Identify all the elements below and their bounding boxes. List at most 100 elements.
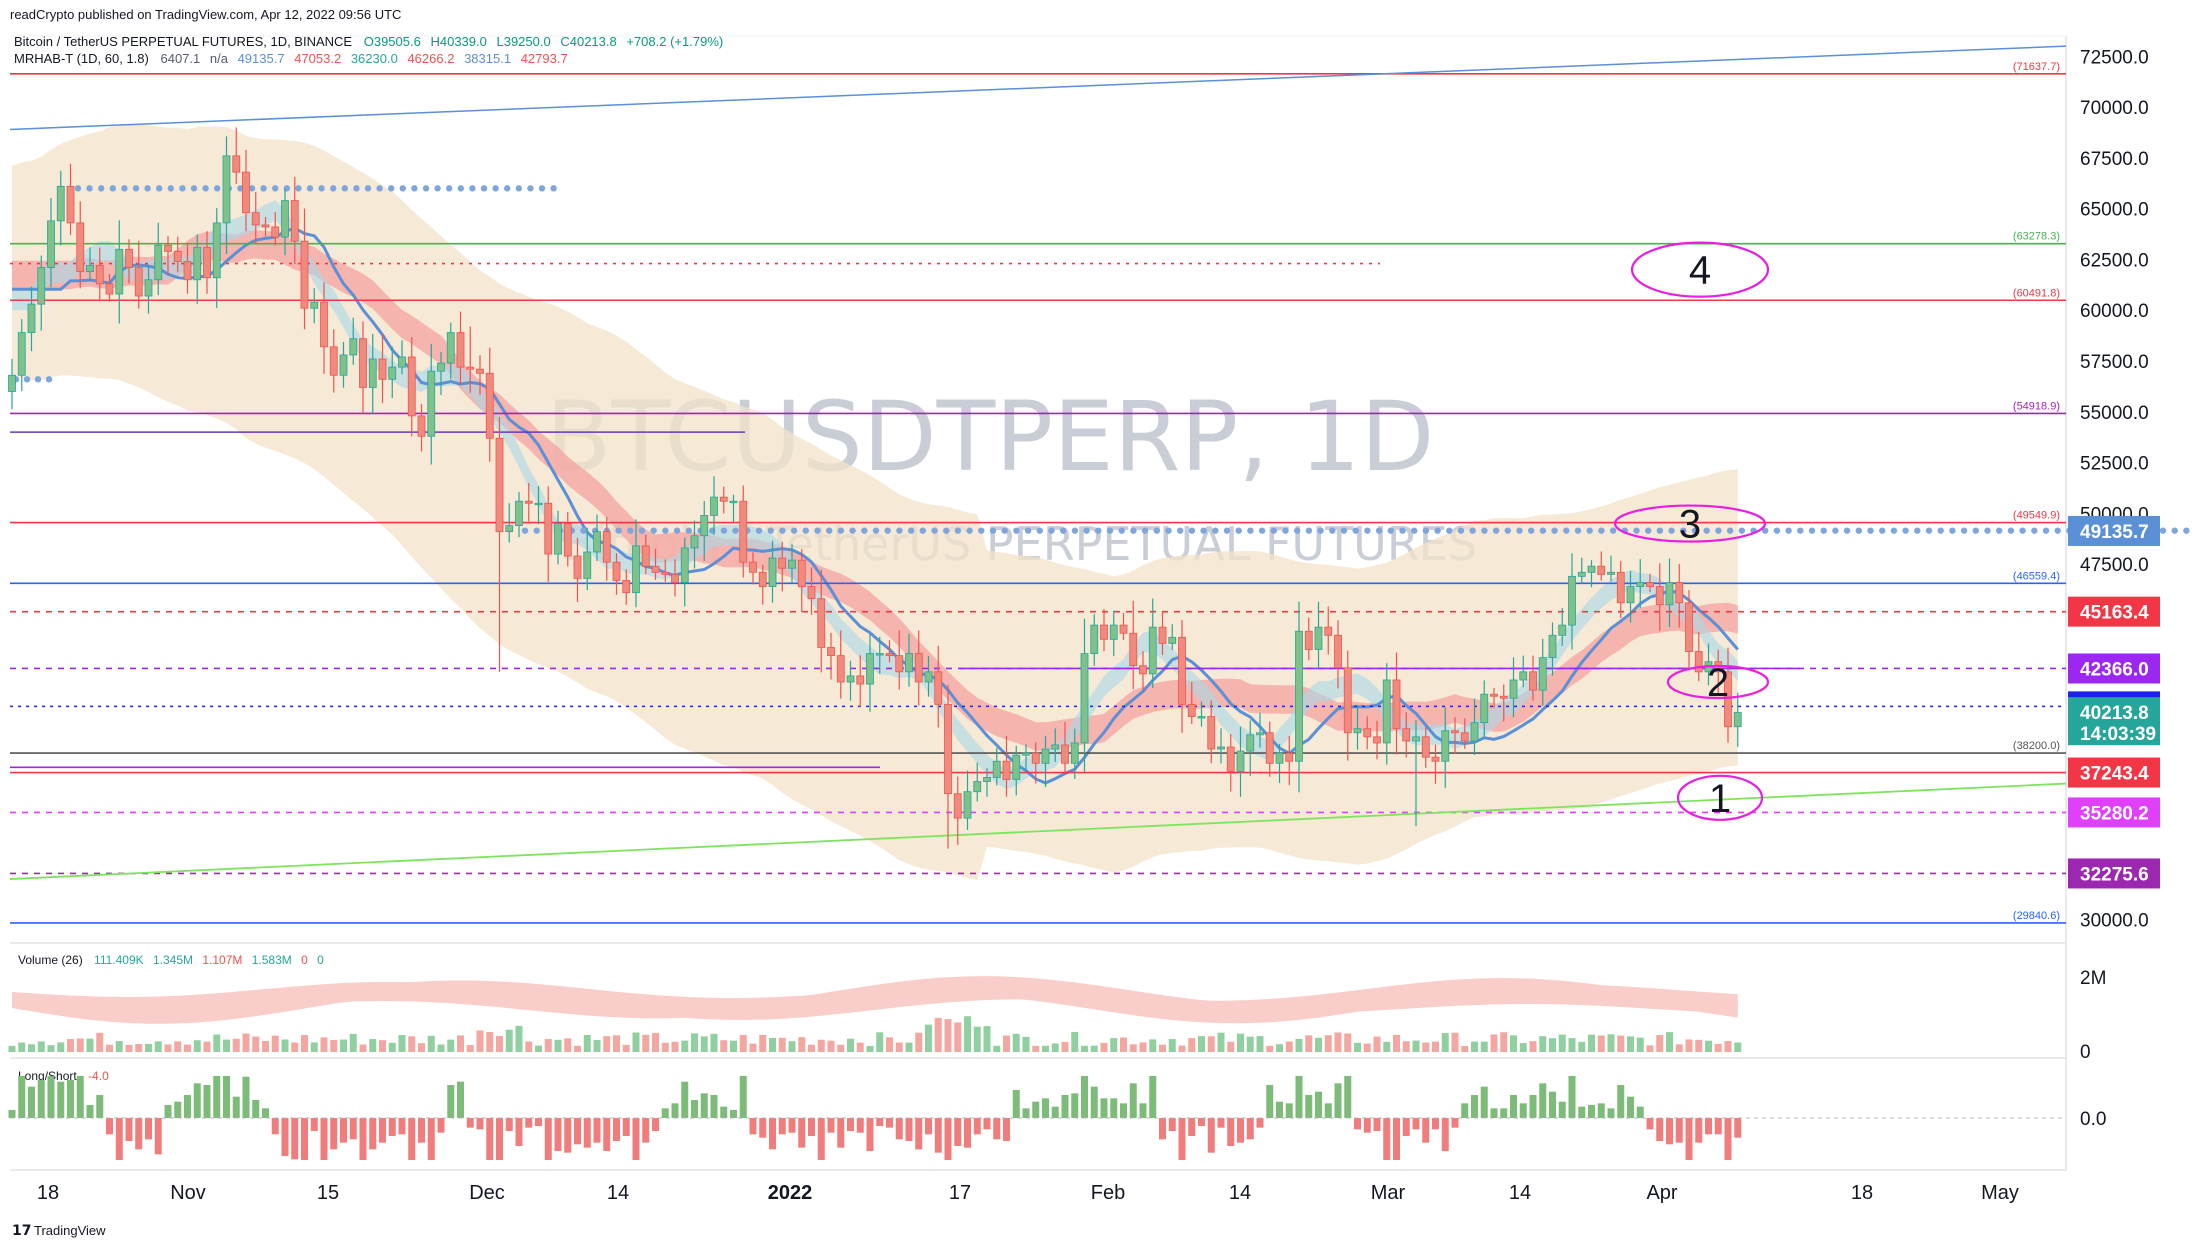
candle[interactable] — [1304, 630, 1313, 650]
candle[interactable] — [193, 246, 202, 281]
candle[interactable] — [183, 261, 192, 281]
candle[interactable] — [788, 559, 796, 569]
symbol-name[interactable]: Bitcoin / TetherUS PERPETUAL FUTURES, 1D… — [14, 34, 352, 49]
tradingview-logo[interactable]: 17 TradingView — [12, 1223, 106, 1239]
candle[interactable] — [1139, 665, 1147, 675]
candle[interactable] — [1694, 651, 1703, 673]
candle[interactable] — [203, 246, 211, 279]
candle[interactable] — [1070, 742, 1079, 764]
candle[interactable] — [359, 338, 367, 388]
candle[interactable] — [1012, 754, 1021, 780]
candle[interactable] — [8, 374, 16, 392]
candle[interactable] — [651, 565, 660, 573]
candle[interactable] — [1041, 748, 1050, 764]
candle[interactable] — [817, 598, 826, 648]
candle[interactable] — [1129, 632, 1138, 667]
candle[interactable] — [1265, 732, 1274, 764]
candle[interactable] — [437, 362, 445, 372]
candle[interactable] — [983, 777, 991, 782]
candle[interactable] — [895, 655, 904, 673]
candle[interactable] — [1031, 752, 1040, 764]
candle[interactable] — [1109, 624, 1118, 640]
candle[interactable] — [300, 240, 309, 309]
candle[interactable] — [1548, 634, 1557, 659]
candle[interactable] — [690, 535, 699, 549]
candle[interactable] — [222, 155, 231, 224]
candle[interactable] — [1363, 728, 1372, 738]
candle[interactable] — [661, 571, 670, 575]
candle[interactable] — [1470, 722, 1479, 742]
candle[interactable] — [1636, 582, 1645, 587]
candle[interactable] — [1158, 626, 1167, 644]
candle[interactable] — [1373, 736, 1381, 744]
candle[interactable] — [593, 531, 601, 553]
candle[interactable] — [281, 200, 289, 238]
candle[interactable] — [1607, 571, 1615, 575]
candle[interactable] — [924, 671, 933, 683]
candle[interactable] — [1246, 734, 1255, 752]
candle[interactable] — [1733, 712, 1742, 728]
candle[interactable] — [1002, 760, 1011, 780]
candle[interactable] — [768, 557, 777, 587]
candle[interactable] — [495, 437, 504, 533]
candle[interactable] — [105, 283, 114, 295]
candle[interactable] — [271, 226, 280, 238]
candle[interactable] — [1597, 565, 1606, 575]
candlestick-series[interactable] — [8, 127, 1742, 849]
candle[interactable] — [534, 502, 543, 506]
candle[interactable] — [212, 222, 221, 279]
candle[interactable] — [1460, 732, 1469, 742]
candle[interactable] — [1168, 636, 1177, 644]
candle[interactable] — [1626, 586, 1635, 604]
candle[interactable] — [1236, 750, 1245, 772]
candle[interactable] — [1353, 728, 1362, 734]
candle[interactable] — [1558, 624, 1567, 636]
candle[interactable] — [1080, 653, 1089, 744]
candle[interactable] — [349, 338, 358, 356]
candle[interactable] — [515, 500, 523, 526]
candle[interactable] — [719, 496, 728, 502]
candle[interactable] — [1646, 582, 1654, 587]
volume-title[interactable]: Volume (26) — [18, 953, 83, 967]
candle[interactable] — [466, 366, 475, 370]
candle[interactable] — [612, 561, 621, 581]
candle[interactable] — [632, 545, 640, 594]
candle[interactable] — [729, 500, 738, 504]
candle[interactable] — [37, 267, 46, 305]
candle[interactable] — [739, 500, 748, 563]
candle[interactable] — [1061, 744, 1069, 764]
candle[interactable] — [251, 212, 260, 226]
candle[interactable] — [1343, 667, 1352, 734]
candle[interactable] — [485, 372, 494, 439]
candle[interactable] — [1421, 736, 1430, 758]
candle[interactable] — [1665, 582, 1674, 606]
trendline-lower[interactable] — [9, 782, 2067, 880]
candle[interactable] — [1402, 728, 1411, 742]
candle[interactable] — [456, 332, 465, 368]
candle[interactable] — [1334, 634, 1342, 669]
candle[interactable] — [154, 244, 163, 281]
candle[interactable] — [963, 791, 972, 819]
candle[interactable] — [953, 793, 962, 819]
candle[interactable] — [934, 671, 943, 705]
candle[interactable] — [398, 356, 406, 368]
candle[interactable] — [866, 653, 874, 685]
candle[interactable] — [1178, 636, 1186, 705]
candle[interactable] — [1480, 693, 1489, 724]
candle[interactable] — [378, 358, 387, 380]
candle[interactable] — [310, 301, 319, 309]
candle[interactable] — [885, 653, 894, 656]
candle[interactable] — [524, 500, 533, 504]
candle[interactable] — [856, 675, 865, 685]
candle[interactable] — [807, 586, 816, 600]
candle[interactable] — [554, 523, 562, 555]
candle[interactable] — [427, 370, 436, 437]
time-axis[interactable]: 18 Nov 15 Dec 14 2022 17 Feb 14 Mar 14 Apr 18 May — [37, 1182, 2019, 1204]
candle[interactable] — [563, 523, 572, 557]
candle[interactable] — [797, 559, 806, 587]
candle[interactable] — [86, 265, 94, 273]
candle[interactable] — [329, 346, 338, 376]
candle[interactable] — [1685, 602, 1693, 652]
candle[interactable] — [164, 244, 172, 252]
